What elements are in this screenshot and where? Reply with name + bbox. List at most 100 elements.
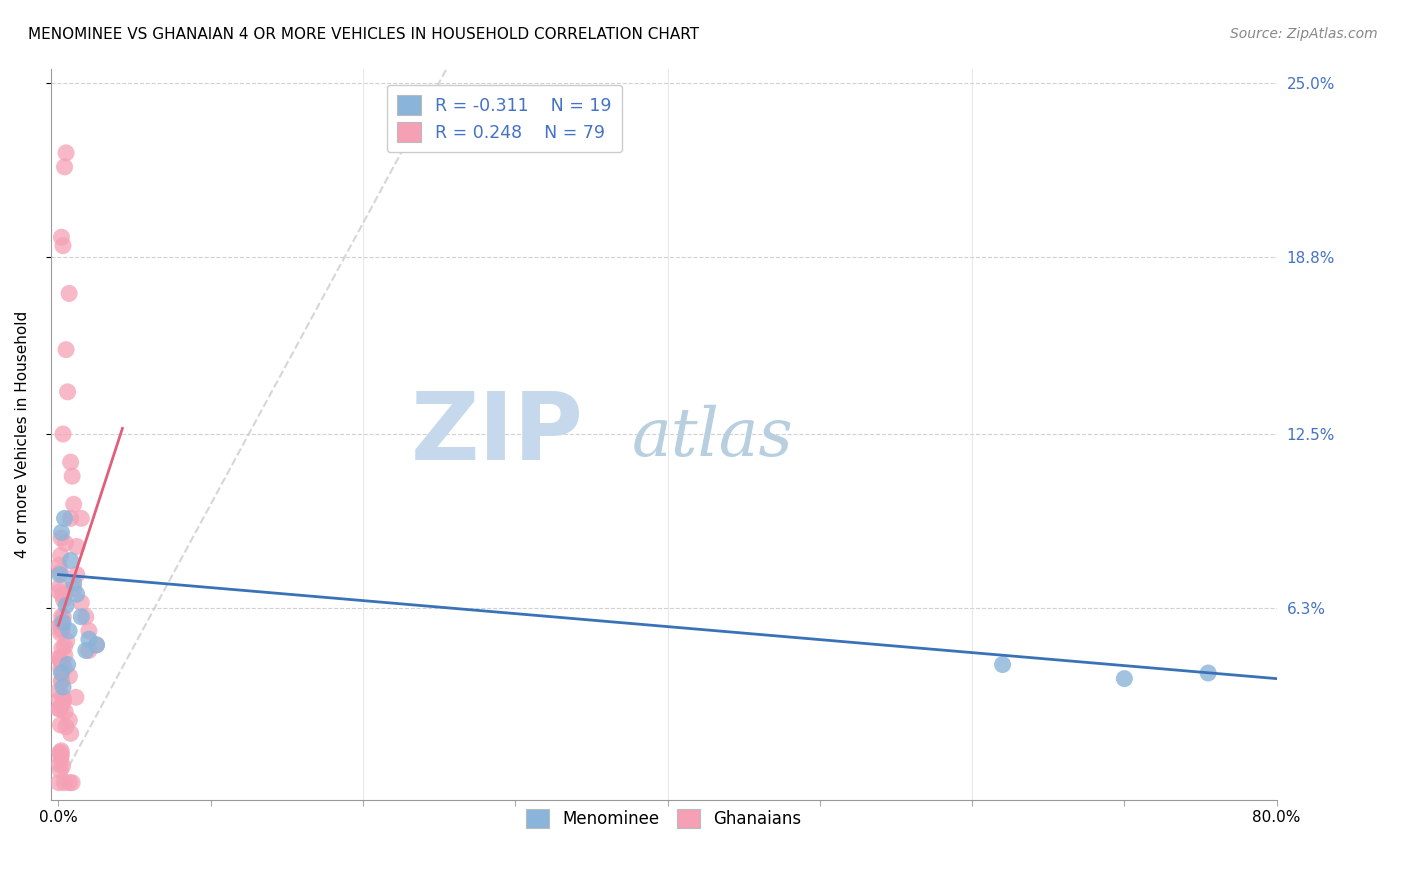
Point — [70, 609, 93, 624]
Point — [51, 673, 73, 687]
Point — [53, 648, 76, 662]
Point — [70, 511, 93, 525]
Point — [48, 775, 70, 789]
Point — [55, 634, 77, 648]
Point — [48, 618, 70, 632]
Point — [75, 643, 97, 657]
Point — [991, 657, 1014, 672]
Point — [49, 567, 72, 582]
Point — [65, 690, 87, 705]
Point — [49, 626, 72, 640]
Point — [53, 160, 76, 174]
Point — [49, 652, 72, 666]
Point — [49, 745, 72, 759]
Point — [52, 238, 75, 252]
Point — [1114, 672, 1136, 686]
Point — [59, 553, 82, 567]
Point — [66, 540, 89, 554]
Point — [51, 525, 73, 540]
Point — [1197, 665, 1219, 680]
Point — [51, 531, 73, 545]
Point — [53, 640, 76, 654]
Point — [51, 674, 73, 689]
Point — [51, 698, 73, 713]
Point — [52, 759, 75, 773]
Point — [77, 632, 100, 647]
Text: Source: ZipAtlas.com: Source: ZipAtlas.com — [1230, 27, 1378, 41]
Point — [53, 775, 76, 789]
Point — [62, 582, 84, 596]
Point — [86, 638, 108, 652]
Point — [49, 617, 72, 632]
Point — [75, 609, 97, 624]
Point — [62, 576, 84, 591]
Point — [66, 587, 89, 601]
Point — [51, 609, 73, 624]
Point — [52, 610, 75, 624]
Point — [51, 665, 73, 680]
Text: MENOMINEE VS GHANAIAN 4 OR MORE VEHICLES IN HOUSEHOLD CORRELATION CHART: MENOMINEE VS GHANAIAN 4 OR MORE VEHICLES… — [28, 27, 699, 42]
Point — [51, 230, 73, 244]
Point — [48, 558, 70, 573]
Point — [48, 702, 70, 716]
Point — [59, 726, 82, 740]
Point — [51, 624, 73, 638]
Point — [55, 599, 77, 613]
Point — [53, 536, 76, 550]
Point — [48, 692, 70, 706]
Point — [51, 747, 73, 762]
Point — [52, 694, 75, 708]
Point — [58, 669, 80, 683]
Point — [56, 657, 79, 672]
Point — [49, 751, 72, 765]
Legend: Menominee, Ghanaians: Menominee, Ghanaians — [519, 803, 808, 835]
Point — [55, 145, 77, 160]
Point — [53, 705, 76, 719]
Point — [77, 624, 100, 638]
Y-axis label: 4 or more Vehicles in Household: 4 or more Vehicles in Household — [15, 310, 30, 558]
Point — [66, 567, 89, 582]
Point — [49, 764, 72, 778]
Point — [56, 384, 79, 399]
Point — [49, 580, 72, 594]
Point — [51, 656, 73, 670]
Point — [48, 651, 70, 665]
Point — [52, 680, 75, 694]
Point — [52, 427, 75, 442]
Point — [52, 592, 75, 607]
Point — [49, 718, 72, 732]
Point — [58, 624, 80, 638]
Point — [49, 565, 72, 579]
Point — [58, 713, 80, 727]
Text: ZIP: ZIP — [411, 388, 583, 480]
Point — [52, 615, 75, 630]
Point — [49, 748, 72, 763]
Point — [55, 720, 77, 734]
Text: atlas: atlas — [631, 405, 793, 470]
Point — [58, 775, 80, 789]
Point — [49, 549, 72, 563]
Point — [60, 775, 83, 789]
Point — [62, 497, 84, 511]
Point — [70, 596, 93, 610]
Point — [86, 638, 108, 652]
Point — [59, 455, 82, 469]
Point — [48, 757, 70, 772]
Point — [48, 684, 70, 698]
Point — [59, 511, 82, 525]
Point — [51, 588, 73, 602]
Point — [52, 690, 75, 705]
Point — [49, 702, 72, 716]
Point — [51, 622, 73, 636]
Point — [48, 585, 70, 599]
Point — [49, 662, 72, 676]
Point — [77, 643, 100, 657]
Point — [51, 744, 73, 758]
Point — [55, 343, 77, 357]
Point — [51, 622, 73, 636]
Point — [60, 469, 83, 483]
Point — [49, 654, 72, 668]
Point — [51, 641, 73, 656]
Point — [53, 511, 76, 525]
Point — [53, 661, 76, 675]
